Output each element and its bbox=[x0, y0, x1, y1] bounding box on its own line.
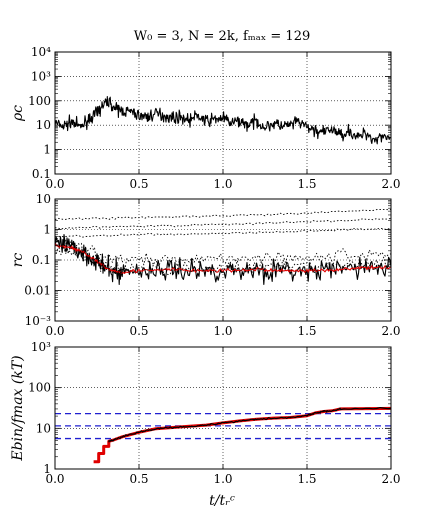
y-axis-label: rc bbox=[10, 253, 26, 268]
series-line-4 bbox=[55, 227, 391, 238]
y-tick-label: 1 bbox=[43, 143, 51, 157]
x-axis-label: t/tᵣᶜ bbox=[209, 493, 235, 509]
y-tick-label: 10⁻³ bbox=[25, 314, 52, 328]
x-tick-label: 1.0 bbox=[213, 472, 232, 486]
y-tick-label: 10 bbox=[36, 421, 51, 435]
x-tick-label: 0.0 bbox=[45, 177, 64, 191]
x-tick-label: 2.0 bbox=[381, 472, 400, 486]
y-tick-label: 100 bbox=[28, 381, 51, 395]
y-tick-label: 10 bbox=[36, 192, 51, 206]
y-tick-label: 1 bbox=[43, 462, 51, 476]
x-tick-label: 0.5 bbox=[129, 177, 148, 191]
x-tick-label: 1.5 bbox=[297, 177, 316, 191]
y-tick-label: 100 bbox=[28, 94, 51, 108]
y-tick-label: 10³ bbox=[31, 340, 51, 354]
series-line-0 bbox=[55, 96, 391, 145]
y-tick-label: 1 bbox=[43, 223, 51, 237]
series-line-0 bbox=[55, 234, 391, 286]
panel-e-bin: 0.0 0.5 1.0 1.5 2.0 1 10 100 10³ Ebin/fmax (kT) bbox=[10, 340, 401, 486]
y-tick-label: 0.1 bbox=[32, 167, 51, 181]
series-line-5 bbox=[55, 239, 391, 270]
y-axis-label: ρc bbox=[10, 105, 26, 122]
x-tick-label: 2.0 bbox=[381, 177, 400, 191]
x-tick-label: 0.0 bbox=[45, 472, 64, 486]
x-tick-label: 0.5 bbox=[129, 472, 148, 486]
series-line-6 bbox=[55, 247, 391, 276]
series-line-2 bbox=[55, 208, 391, 221]
y-tick-label: 10 bbox=[36, 118, 51, 132]
x-tick-label: 1.0 bbox=[213, 324, 232, 338]
figure-title: W₀ = 3, N = 2k, fₘₐₓ = 129 bbox=[134, 29, 311, 44]
x-tick-label: 1.5 bbox=[297, 324, 316, 338]
panel-rho-c: 0.0 0.5 1.0 1.5 2.0 0.1 1 10 100 10³ 10⁴ ρc bbox=[10, 45, 401, 191]
panel-r-c: 0.0 0.5 1.0 1.5 2.0 10⁻³ 0.01 0.1 1 10 rc bbox=[10, 192, 401, 338]
series-line-1 bbox=[108, 407, 391, 443]
series-line-3 bbox=[55, 218, 391, 230]
series-line-1 bbox=[55, 243, 391, 275]
y-axis-label: Ebin/fmax (kT) bbox=[10, 355, 26, 461]
x-tick-label: 1.0 bbox=[213, 177, 232, 191]
x-tick-label: 0.5 bbox=[129, 324, 148, 338]
x-tick-label: 2.0 bbox=[381, 324, 400, 338]
y-tick-label: 0.01 bbox=[24, 284, 51, 298]
x-tick-label: 1.5 bbox=[297, 472, 316, 486]
x-tick-label: 0.0 bbox=[45, 324, 64, 338]
series-line-0 bbox=[93, 406, 391, 464]
y-tick-label: 0.1 bbox=[32, 253, 51, 267]
y-tick-label: 10⁴ bbox=[31, 45, 51, 59]
y-tick-label: 10³ bbox=[31, 69, 51, 83]
